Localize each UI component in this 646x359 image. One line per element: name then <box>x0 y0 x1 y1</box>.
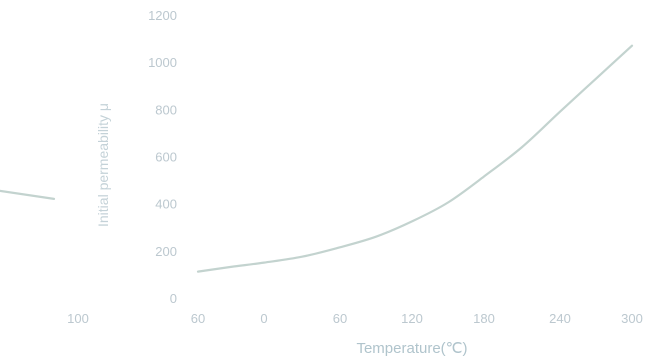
data-line-group <box>0 44 634 273</box>
y-tick-label: 0 <box>170 291 177 306</box>
x-tick-labels: 100 60 0 60 120 180 240 300 <box>67 311 643 326</box>
y-tick-label: 600 <box>155 150 177 165</box>
y-tick-label: 1000 <box>148 55 177 70</box>
y-tick-label: 800 <box>155 102 177 117</box>
x-tick-label: 180 <box>473 311 495 326</box>
data-line-segment-1 <box>0 189 56 200</box>
y-tick-label: 200 <box>155 244 177 259</box>
x-tick-label: 300 <box>621 311 643 326</box>
y-axis-title: Initial permeability μ <box>95 103 111 227</box>
x-axis-title: Temperature(℃) <box>356 340 467 357</box>
y-tick-labels: 0 200 400 600 800 1000 1200 <box>148 8 177 306</box>
x-tick-label: 240 <box>549 311 571 326</box>
x-tick-label: 100 <box>67 311 89 326</box>
data-line-segment-2 <box>196 44 634 273</box>
x-tick-label: 60 <box>191 311 205 326</box>
y-tick-label: 400 <box>155 197 177 212</box>
x-tick-label: 120 <box>401 311 423 326</box>
y-tick-label: 1200 <box>148 8 177 23</box>
x-tick-label: 60 <box>333 311 347 326</box>
x-tick-label: 0 <box>260 311 267 326</box>
